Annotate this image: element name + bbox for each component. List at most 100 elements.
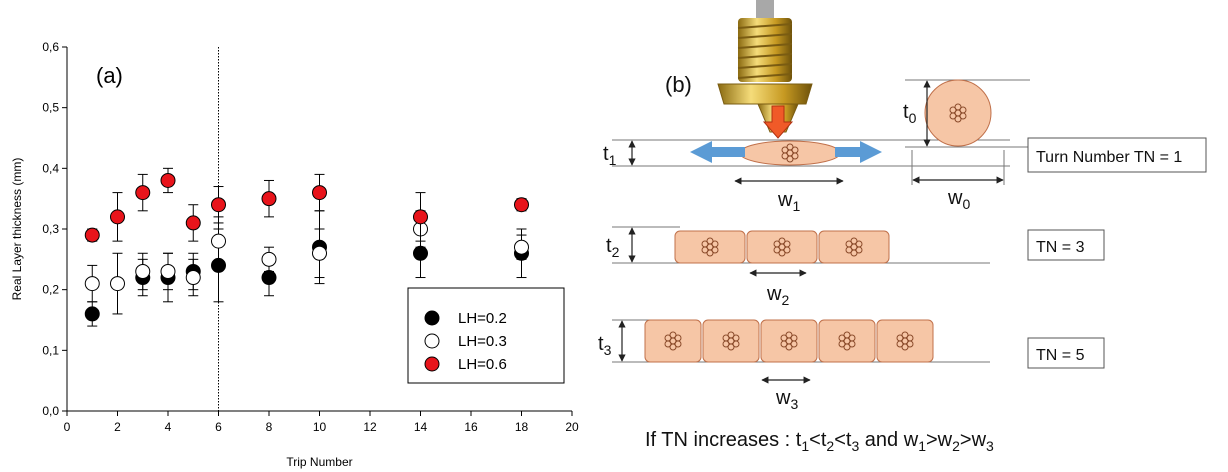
point [84,306,100,322]
flow-arrow [762,105,794,139]
spread-arrow [690,141,745,163]
symbol: w [775,387,791,409]
x-tick-label: 18 [515,420,529,434]
y-tick-label: 0,6 [42,40,59,54]
symbol: t [606,235,612,257]
legend-label: LH=0.6 [458,356,507,373]
caption: If TN increases : t1<t2<t3 and w1>w2>w3 [645,429,994,454]
dimension-label: t1 [603,143,617,168]
fibre-section [924,79,992,147]
point [312,245,327,261]
subscript: 3 [604,342,612,358]
y-tick-label: 0,4 [42,161,59,175]
scatter-chart: 0,0 0,1 0,2 0,3 0,4 0,5 0,6 0 2 4 6 8 10 12 14 16 18 20 Tr… [10,40,579,469]
point [261,251,277,267]
subscript: 1 [792,198,800,214]
legend-marker [424,310,440,326]
symbol: w [777,189,793,211]
y-tick-label: 0,5 [42,101,59,115]
point [185,215,201,231]
dimension-label: w1 [777,189,800,214]
tn-label: TN = 3 [1036,239,1085,256]
dimension-label: w2 [766,283,789,308]
caption-text: <t [834,429,852,451]
point [135,263,151,279]
dimension-label: w0 [947,187,970,212]
y-tick-label: 0,2 [42,283,59,297]
subscript: 2 [612,244,620,260]
y-tick-label: 0,3 [42,222,59,236]
point [185,270,201,286]
x-tick-label: 12 [363,420,377,434]
subscript: 1 [801,438,809,454]
point [160,263,176,279]
dimension-label: t2 [606,235,620,260]
nozzle-threads [737,23,793,79]
x-tick-label: 14 [414,420,428,434]
tn-label: TN = 5 [1036,347,1085,364]
symbol: t [603,143,609,165]
point [135,185,151,201]
point [413,209,428,225]
y-axis-label: Real Layer thickness (mm) [10,158,24,301]
subscript: 1 [918,438,926,454]
point [312,185,327,201]
dimension-label: w3 [775,387,798,412]
subscript: 0 [962,196,970,212]
spread-arrow [835,141,882,163]
nozzle-hex [717,83,813,105]
x-tick-label: 16 [464,420,478,434]
point [211,233,226,249]
point [261,191,277,207]
x-tick-label: 10 [313,420,327,434]
legend-marker [424,356,440,372]
caption-text: >w [960,429,987,451]
bead [739,140,841,166]
subscript: 3 [851,438,859,454]
tn-boxes [1027,137,1207,369]
layer-cells [644,230,934,363]
point [84,227,100,243]
x-tick-label: 2 [114,420,121,434]
tn-label: Turn Number TN = 1 [1036,149,1182,166]
point [413,245,428,261]
x-tick-label: 6 [215,420,222,434]
x-tick-label: 4 [165,420,172,434]
subscript: 2 [952,438,960,454]
symbol: t [598,333,604,355]
symbol: t [903,101,909,123]
caption-text: >w [926,429,953,451]
point [110,276,125,292]
point [514,239,529,255]
legend-label: LH=0.3 [458,333,507,350]
caption-text: If TN increases : t [645,429,802,451]
x-tick-label: 20 [565,420,579,434]
y-tick-label: 0,1 [42,343,59,357]
y-tick-label: 0,0 [42,404,59,418]
x-axis-label: Trip Number [286,455,352,469]
symbol: w [766,283,782,305]
point [211,197,226,213]
legend-marker [424,333,440,349]
point [514,197,529,213]
subscript: 2 [781,292,789,308]
nozzle-wire [756,0,774,22]
caption-text: <t [809,429,827,451]
subscript: 3 [790,396,798,412]
point [261,270,277,286]
annotation: (a) [96,63,123,88]
point [160,172,176,188]
subscript: 1 [609,152,617,168]
subscript: 3 [986,438,994,454]
point [84,276,100,292]
panel-label: (b) [665,72,692,97]
subscript: 2 [826,438,834,454]
caption-text: and w [859,429,918,451]
subscript: 0 [909,110,917,126]
legend-label: LH=0.2 [458,310,507,327]
symbol: w [947,187,963,209]
dimension-label: t3 [598,333,612,358]
point [110,209,125,225]
